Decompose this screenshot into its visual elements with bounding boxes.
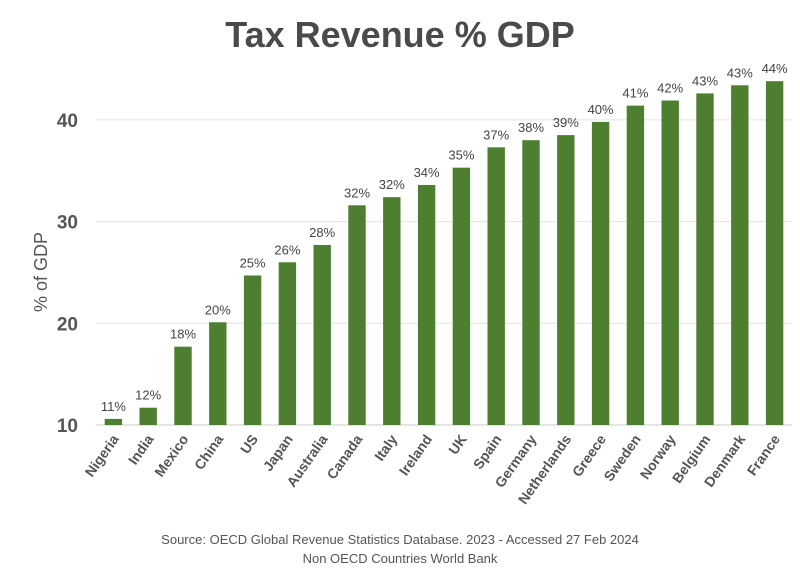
- data-label: 40%: [588, 102, 614, 117]
- bar-denmark: [731, 85, 749, 425]
- data-label: 20%: [205, 302, 231, 317]
- y-axis-ticks: 10 20 30 40: [57, 111, 78, 437]
- bar-norway: [661, 100, 679, 425]
- bar-sweden: [626, 105, 645, 426]
- source-note: Source: OECD Global Revenue Statistics D…: [161, 532, 639, 547]
- bar-china: [209, 322, 227, 425]
- bar-nigeria: [104, 418, 123, 425]
- y-tick-label: 20: [57, 314, 78, 335]
- gridlines: [96, 119, 792, 426]
- bar-mexico: [174, 346, 192, 425]
- data-label: 38%: [518, 120, 544, 135]
- data-label: 11%: [101, 399, 126, 414]
- data-label: 32%: [344, 185, 370, 200]
- x-tick-label: France: [744, 431, 784, 478]
- data-label: 35%: [448, 148, 474, 163]
- x-tick-label: China: [191, 431, 227, 472]
- y-tick-label: 40: [57, 111, 78, 132]
- bar-france: [765, 81, 784, 425]
- x-tick-label: US: [237, 432, 261, 457]
- data-label: 32%: [379, 177, 405, 192]
- x-tick-label: Ireland: [396, 432, 435, 479]
- y-axis-label: % of GDP: [31, 232, 51, 312]
- bar-spain: [487, 147, 505, 425]
- bar-greece: [591, 121, 610, 426]
- y-tick-label: 10: [57, 416, 78, 437]
- data-label: 34%: [414, 165, 440, 180]
- x-tick-label: Mexico: [151, 432, 191, 480]
- y-tick-label: 30: [57, 213, 78, 234]
- data-label: 43%: [727, 65, 753, 80]
- data-label: 44%: [762, 61, 788, 76]
- chart-title: Tax Revenue % GDP: [225, 14, 575, 55]
- data-labels: 11% 12% 18% 20% 25% 26% 28% 32% 32% 34% 35% 37% 38% 3…: [101, 61, 788, 414]
- x-tick-label: Canada: [323, 431, 365, 482]
- data-label: 37%: [483, 127, 509, 142]
- x-tick-label: Japan: [260, 432, 296, 474]
- bar-australia: [313, 244, 331, 425]
- data-label: 39%: [553, 115, 579, 130]
- bar-uk: [452, 167, 471, 426]
- data-label: 43%: [692, 73, 718, 88]
- x-tick-label: UK: [445, 432, 470, 458]
- data-label: 18%: [170, 327, 196, 342]
- bar-germany: [522, 140, 540, 425]
- source-note-secondary: Non OECD Countries World Bank: [302, 551, 498, 566]
- bar-canada: [348, 205, 366, 425]
- data-label: 25%: [240, 255, 266, 270]
- x-tick-label: Nigeria: [82, 431, 122, 479]
- bars: [104, 81, 784, 426]
- bar-netherlands: [557, 135, 575, 425]
- bar-india: [139, 407, 157, 425]
- x-tick-label: Italy: [371, 431, 400, 463]
- data-label: 12%: [135, 388, 161, 403]
- bar-japan: [278, 262, 297, 425]
- data-label: 28%: [309, 225, 335, 240]
- data-label: 41%: [622, 86, 648, 101]
- bar-us: [243, 275, 262, 425]
- bar-belgium: [696, 93, 714, 425]
- x-tick-label: India: [125, 431, 157, 467]
- bar-ireland: [417, 184, 436, 425]
- data-label: 26%: [274, 242, 300, 257]
- bar-italy: [383, 197, 401, 425]
- data-label: 42%: [657, 81, 683, 96]
- x-tick-label: Spain: [470, 432, 505, 472]
